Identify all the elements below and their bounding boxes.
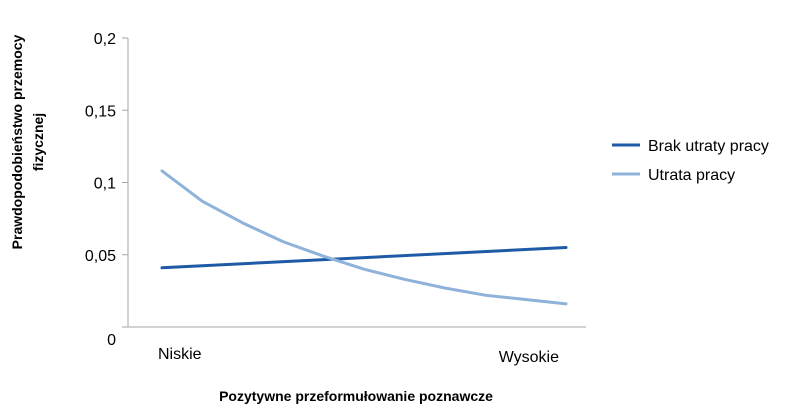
y-tick-label: 0,05	[85, 248, 116, 265]
y-axis-title-line-1: Prawdopodobieństwo przemocy	[9, 34, 25, 249]
y-axis-title-line-2: fizycznej	[30, 113, 46, 171]
series-line-utrata-pracy	[160, 169, 568, 306]
x-tick-label-wysokie: Wysokie	[499, 349, 559, 366]
y-axis-ticks: 0 0,05 0,1 0,15 0,2	[85, 31, 128, 349]
y-tick-label: 0,2	[94, 31, 116, 48]
legend: Brak utraty pracy Utrata pracy	[612, 138, 769, 184]
legend-label-brak-utraty-pracy: Brak utraty pracy	[648, 138, 769, 155]
series-layer	[160, 169, 568, 306]
y-tick-label: 0	[107, 332, 116, 349]
legend-label-utrata-pracy: Utrata pracy	[648, 167, 735, 184]
y-tick-label: 0,15	[85, 103, 116, 120]
x-axis-title: Pozytywne przeformułowanie poznawcze	[219, 388, 493, 404]
series-line-brak-utraty-pracy	[160, 246, 568, 270]
y-axis-title: Prawdopodobieństwo przemocy fizycznej	[9, 34, 46, 249]
y-tick-label: 0,1	[94, 176, 116, 193]
x-tick-label-niskie: Niskie	[158, 346, 202, 363]
